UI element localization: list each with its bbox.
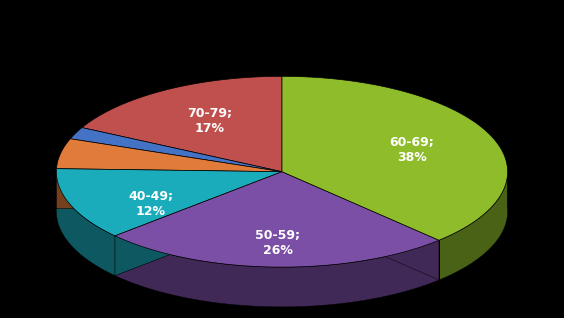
Polygon shape	[115, 172, 282, 276]
Polygon shape	[282, 76, 508, 240]
Polygon shape	[56, 169, 282, 211]
Text: 60-69;
38%: 60-69; 38%	[389, 135, 434, 163]
Polygon shape	[115, 172, 282, 276]
Polygon shape	[56, 169, 282, 236]
Polygon shape	[56, 139, 282, 172]
Text: 50-59;
26%: 50-59; 26%	[255, 229, 300, 257]
Polygon shape	[115, 172, 439, 267]
Polygon shape	[70, 128, 282, 172]
Polygon shape	[56, 169, 282, 211]
Text: 70-79;
17%: 70-79; 17%	[187, 107, 232, 135]
Polygon shape	[82, 76, 282, 172]
Polygon shape	[115, 236, 439, 307]
Text: 40-49;
12%: 40-49; 12%	[128, 190, 173, 218]
Polygon shape	[282, 172, 439, 280]
Polygon shape	[439, 166, 508, 280]
Polygon shape	[282, 172, 439, 280]
Polygon shape	[56, 169, 115, 276]
